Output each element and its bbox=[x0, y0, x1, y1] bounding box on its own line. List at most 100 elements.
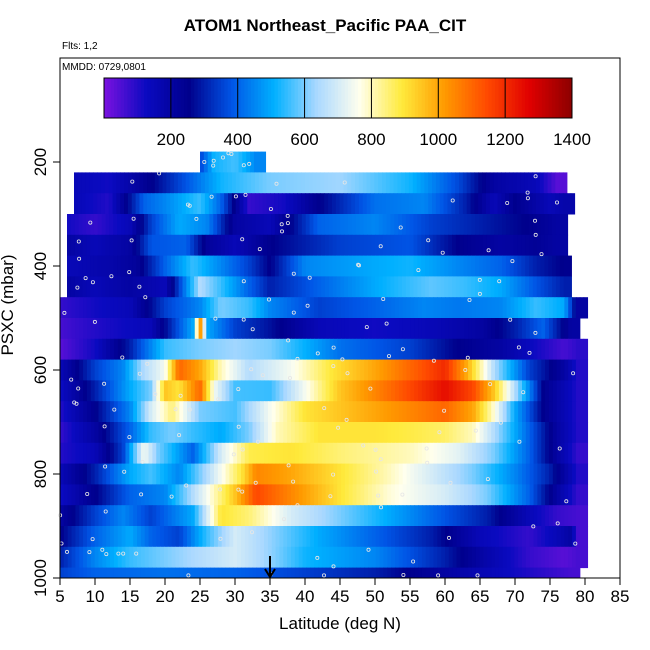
sample-dot bbox=[505, 200, 510, 205]
heatmap-cell bbox=[471, 338, 477, 361]
heatmap-cell bbox=[183, 567, 188, 579]
heatmap-cell bbox=[487, 318, 492, 340]
heatmap-cell bbox=[97, 214, 103, 236]
heatmap-cell bbox=[448, 318, 454, 340]
heatmap-cell bbox=[525, 546, 531, 569]
heatmap-cell bbox=[459, 234, 465, 257]
heatmap-cell bbox=[147, 276, 153, 298]
heatmap-cell bbox=[366, 172, 372, 194]
heatmap-cell bbox=[306, 422, 311, 444]
sample-dot bbox=[366, 547, 371, 552]
heatmap-cell bbox=[348, 442, 354, 465]
heatmap-cell bbox=[244, 338, 250, 361]
heatmap-cell bbox=[225, 546, 230, 569]
heatmap-cell bbox=[360, 526, 365, 548]
heatmap-cell bbox=[363, 276, 368, 298]
heatmap-cell bbox=[560, 338, 565, 361]
heatmap-cell bbox=[90, 297, 96, 319]
heatmap-cell bbox=[298, 318, 304, 340]
heatmap-cell bbox=[117, 401, 123, 423]
heatmap-cell bbox=[437, 422, 442, 444]
heatmap-cell bbox=[452, 505, 458, 527]
heatmap-cell bbox=[74, 172, 79, 194]
heatmap-cell bbox=[402, 442, 408, 465]
heatmap-cell bbox=[325, 380, 331, 402]
heatmap-cell bbox=[391, 338, 396, 361]
heatmap-cell bbox=[98, 422, 103, 444]
heatmap-cell bbox=[344, 401, 350, 423]
heatmap-cell bbox=[229, 526, 234, 548]
heatmap-cell bbox=[545, 338, 550, 361]
heatmap-cell bbox=[214, 463, 219, 485]
heatmap-cell bbox=[356, 297, 361, 319]
sample-dot bbox=[340, 357, 345, 362]
heatmap-cell bbox=[298, 567, 304, 579]
heatmap-cell bbox=[152, 442, 157, 465]
heatmap-cell bbox=[371, 338, 377, 361]
heatmap-cell bbox=[234, 151, 240, 173]
heatmap-cell bbox=[317, 546, 323, 569]
heatmap-cell bbox=[452, 567, 458, 579]
heatmap-cell bbox=[498, 297, 504, 319]
sample-dot bbox=[85, 491, 90, 496]
heatmap-cell bbox=[583, 380, 589, 402]
heatmap-cell bbox=[560, 463, 565, 485]
heatmap-cell bbox=[194, 484, 200, 506]
heatmap-cell bbox=[83, 505, 88, 527]
heatmap-cell bbox=[271, 318, 277, 340]
heatmap-cell bbox=[183, 484, 188, 506]
heatmap-cell bbox=[548, 463, 554, 485]
heatmap-cell bbox=[206, 318, 211, 340]
sample-dot bbox=[448, 480, 453, 485]
heatmap-cell bbox=[540, 214, 545, 236]
heatmap-cell bbox=[448, 422, 454, 444]
sample-dot bbox=[295, 356, 300, 361]
heatmap-cell bbox=[475, 442, 481, 465]
heatmap-cell bbox=[144, 401, 150, 423]
heatmap-cell bbox=[441, 359, 446, 381]
heatmap-cell bbox=[387, 526, 392, 548]
heatmap-cell bbox=[279, 567, 284, 579]
heatmap-cell bbox=[74, 214, 80, 236]
heatmap-cell bbox=[86, 567, 92, 579]
heatmap-cell bbox=[221, 567, 227, 579]
heatmap-cell bbox=[363, 255, 368, 277]
heatmap-cell bbox=[537, 318, 542, 340]
heatmap-cell bbox=[341, 318, 346, 340]
heatmap-cell bbox=[420, 193, 425, 215]
heatmap-cell bbox=[548, 214, 553, 236]
sample-dot bbox=[305, 303, 310, 308]
colorbar-swatch bbox=[428, 78, 433, 118]
heatmap-cell bbox=[510, 338, 515, 361]
heatmap-cell bbox=[128, 276, 134, 298]
heatmap-cell bbox=[133, 463, 138, 485]
heatmap-cell bbox=[159, 234, 164, 257]
heatmap-cell bbox=[436, 214, 442, 236]
heatmap-cell bbox=[548, 380, 554, 402]
colorbar-swatch bbox=[545, 78, 550, 118]
heatmap-cell bbox=[533, 359, 538, 381]
heatmap-cell bbox=[489, 172, 495, 194]
heatmap-cell bbox=[209, 234, 214, 257]
heatmap-cell bbox=[564, 463, 569, 485]
heatmap-cell bbox=[356, 359, 361, 381]
heatmap-cell bbox=[424, 193, 429, 215]
heatmap-cell bbox=[190, 380, 196, 402]
heatmap-cell bbox=[240, 234, 245, 257]
heatmap-cell bbox=[294, 359, 300, 381]
colorbar-swatch bbox=[197, 78, 202, 118]
heatmap-cell bbox=[75, 526, 80, 548]
heatmap-cell bbox=[368, 442, 373, 465]
heatmap-cell bbox=[428, 214, 434, 236]
heatmap-cell bbox=[394, 234, 399, 257]
heatmap-cell bbox=[210, 505, 215, 527]
heatmap-cell bbox=[529, 234, 534, 257]
heatmap-cell bbox=[483, 463, 488, 485]
heatmap-cell bbox=[67, 338, 73, 361]
heatmap-cell bbox=[129, 442, 134, 465]
heatmap-cell bbox=[240, 276, 245, 298]
sample-dot bbox=[573, 541, 578, 546]
heatmap-cell bbox=[468, 338, 473, 361]
sample-dot bbox=[103, 464, 108, 469]
heatmap-cell bbox=[356, 484, 361, 506]
